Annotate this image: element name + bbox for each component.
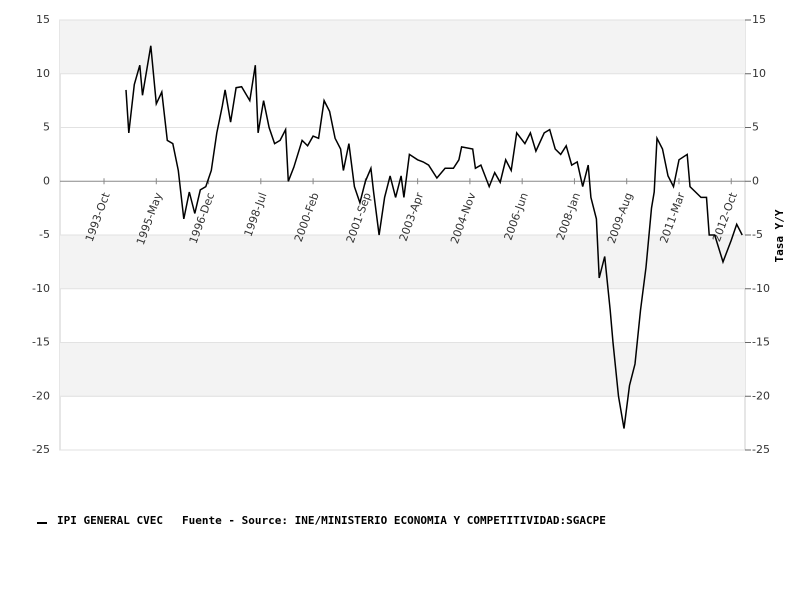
y-tick-label: -5 <box>39 228 50 241</box>
y-tick-label: -20 <box>32 389 50 402</box>
y2-tick-label: 15 <box>752 13 766 26</box>
y2-tick-label: -5 <box>752 228 763 241</box>
y-tick-label: 5 <box>43 121 50 134</box>
y-tick-label: -15 <box>32 336 50 349</box>
y2-tick-label: 5 <box>752 121 759 134</box>
y2-axis-label: Tasa Y/Y <box>773 209 786 262</box>
y-tick-label: 10 <box>36 67 50 80</box>
y-tick-label: -10 <box>32 282 50 295</box>
band <box>60 20 745 74</box>
y2-tick-label: -15 <box>752 336 770 349</box>
source-note: Fuente - Source: INE/MINISTERIO ECONOMIA… <box>182 514 606 527</box>
y-tick-label: -25 <box>32 443 50 456</box>
y-tick-label: 15 <box>36 13 50 26</box>
band <box>60 343 745 397</box>
y2-tick-label: -25 <box>752 443 770 456</box>
y2-tick-label: 10 <box>752 67 766 80</box>
y-tick-label: 0 <box>43 174 50 187</box>
y2-tick-label: 0 <box>752 174 759 187</box>
legend-label: IPI GENERAL CVEC <box>57 514 163 527</box>
line <box>125 45 743 429</box>
y2-tick-label: -20 <box>752 389 770 402</box>
y2-tick-label: -10 <box>752 282 770 295</box>
band <box>60 235 745 289</box>
